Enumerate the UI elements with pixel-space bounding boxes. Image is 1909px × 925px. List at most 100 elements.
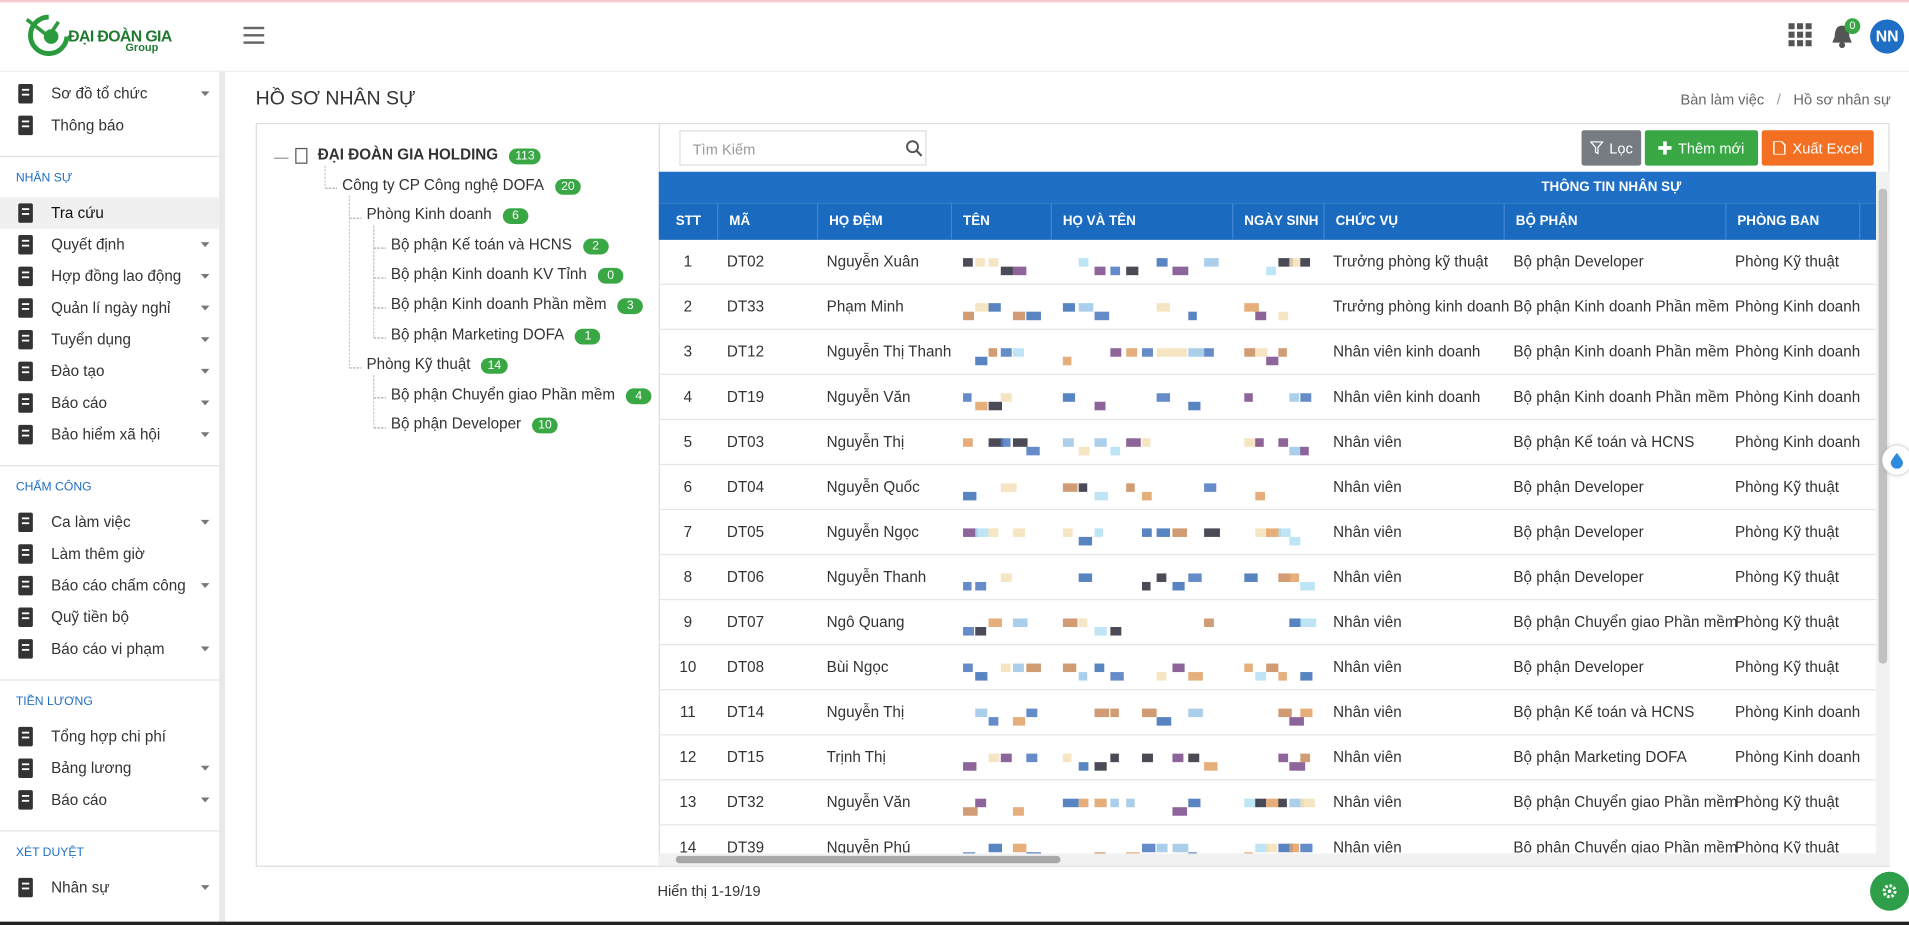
menu-icon (18, 758, 33, 778)
toolbar-button[interactable]: Thêm mới (1644, 130, 1759, 166)
table-row[interactable]: 11 DT14 Nguyễn Thị Nhân viên Bộ phận Kế toán… (658, 690, 1877, 736)
tree-node[interactable]: Bộ phận Kinh doanh Phần mềm 3 (391, 296, 644, 315)
menu-item[interactable]: Nhân sự (0, 872, 219, 904)
cell: DT05 (726, 523, 765, 541)
redacted-pixel (1062, 798, 1079, 808)
tree-node[interactable]: Bộ phận Developer 10 (391, 416, 558, 434)
table-row[interactable]: 4 DT19 Nguyễn Văn Nhân viên kinh doanh Bộ ph… (658, 375, 1877, 421)
menu-item[interactable]: Quyết định (0, 229, 219, 261)
menu-item[interactable]: Báo cáo chấm công (0, 570, 219, 602)
menu-item[interactable]: Làm thêm giờ (0, 538, 219, 570)
search-box[interactable]: Tìm Kiếm (679, 130, 927, 166)
menu-icon (18, 877, 33, 898)
redacted-pixel (1025, 753, 1038, 763)
table-row[interactable]: 5 DT03 Nguyễn Thị Nhân viên Bộ phận Kế toán … (658, 420, 1877, 466)
submenu-caret (200, 305, 210, 311)
column-header[interactable]: STT (675, 214, 702, 229)
column-header[interactable]: HỌ VÀ TÊN (1062, 214, 1136, 229)
redacted-pixel (1000, 663, 1011, 673)
avatar[interactable]: NN (1870, 19, 1905, 54)
tree-node[interactable]: Công ty CP Công nghệ DOFA 20 (342, 176, 581, 195)
table-row[interactable]: 9 DT07 Ngô Quang Nhân viên Bộ phận Chuyển gi… (658, 600, 1877, 646)
redacted-pixel (1013, 311, 1025, 321)
menu-item[interactable]: Quỹ tiền bộ (0, 601, 219, 633)
h-scroll-thumb[interactable] (675, 855, 1061, 864)
menu-toggle[interactable] (243, 26, 266, 45)
menu-item[interactable]: Báo cáo (0, 784, 219, 816)
redacted-pixel (975, 672, 988, 681)
menu-item[interactable]: Báo cáo (0, 387, 219, 419)
tree-node[interactable]: ĐẠI ĐOÀN GIA HOLDING 113 (318, 146, 541, 165)
table-row[interactable]: 8 DT06 Nguyễn Thanh Nhân viên Bộ phận Develo… (658, 555, 1877, 601)
redacted-pixel (1157, 528, 1170, 537)
submenu-caret (200, 765, 210, 771)
menu-item[interactable]: Sơ đồ tổ chức (0, 78, 219, 110)
table-row[interactable]: 2 DT33 Phạm Minh Trưởng phòng kinh doanh Bộ … (658, 285, 1877, 330)
redacted-pixel (1300, 672, 1313, 681)
table-row[interactable]: 10 DT08 Bùi Ngọc Nhân viên Bộ phận Developer… (658, 645, 1877, 691)
column-header[interactable]: HỌ ĐỆM (829, 214, 883, 229)
column-header[interactable]: TÊN (963, 214, 990, 229)
column-header[interactable]: PHÒNG BAN (1737, 214, 1820, 229)
column-header[interactable]: MÃ (729, 214, 751, 229)
column-header[interactable]: NGÀY SINH (1244, 214, 1319, 229)
menu-item[interactable]: Hợp đồng lao động (0, 261, 219, 293)
pagination-info: Hiển thị 1-19/19 (657, 882, 761, 900)
redacted-pixel (1266, 843, 1278, 853)
floating-helper[interactable] (1882, 445, 1909, 475)
cell: Bộ phận Developer (1513, 658, 1644, 676)
tree-node[interactable]: Bộ phận Kinh doanh KV Tỉnh 0 (391, 266, 624, 285)
cell: 12 (679, 748, 697, 766)
tree-node[interactable]: Phòng Kỹ thuật 14 (366, 356, 508, 375)
redacted-pixel (1288, 536, 1301, 546)
breadcrumb-current: Hồ sơ nhân sự (1793, 91, 1891, 109)
toolbar-button[interactable]: Lọc (1581, 130, 1642, 166)
table-row[interactable]: 12 DT15 Trịnh Thị Nhân viên Bộ phận Marketin… (658, 735, 1877, 781)
tree-node[interactable]: Phòng Kinh doanh 6 (366, 206, 529, 225)
breadcrumb-link[interactable]: Bàn làm việc (1680, 91, 1765, 109)
redacted-pixel (1277, 708, 1292, 718)
table-row[interactable]: 1 DT02 Nguyễn Xuân Trưởng phòng kỹ thuật Bộ … (658, 240, 1877, 285)
section-title: XÉT DUYỆT (15, 846, 84, 860)
table-row[interactable]: 14 DT39 Nguyễn Phú Nhân viên Bộ phận Chuyển … (659, 825, 1877, 854)
redacted-pixel (1094, 798, 1107, 808)
menu-item[interactable]: Tra cứu (0, 197, 220, 229)
v-scroll-thumb[interactable] (1878, 188, 1888, 664)
table-row[interactable]: 7 DT05 Nguyễn Ngọc Nhân viên Bộ phận Develop… (658, 510, 1877, 556)
table-row[interactable]: 13 DT32 Nguyễn Văn Nhân viên Bộ phận Chuyển … (658, 780, 1877, 826)
column-header[interactable]: CHỨC VỤ (1335, 214, 1399, 229)
menu-item[interactable]: Thông báo (0, 110, 219, 142)
apps-icon[interactable] (1788, 23, 1816, 50)
settings-button[interactable] (1870, 871, 1909, 911)
menu-item[interactable]: Bảng lương (0, 752, 219, 784)
menu-label: Tổng hợp chi phí (51, 728, 167, 746)
menu-item[interactable]: Báo cáo vi phạm (0, 633, 219, 665)
menu-item[interactable]: Tổng hợp chi phí (0, 721, 219, 753)
redacted-pixel (975, 627, 987, 636)
cell: Nhân viên (1333, 433, 1402, 451)
table-row[interactable]: 3 DT12 Nguyễn Thị Thanh Nhân viên kinh doan… (658, 330, 1877, 375)
redacted-pixel (1094, 663, 1105, 673)
tree-node[interactable]: Bộ phận Marketing DOFA 1 (391, 326, 601, 345)
tree-node[interactable]: Bộ phận Chuyển giao Phần mềm 4 (391, 386, 652, 404)
redacted-pixel (1078, 573, 1092, 582)
gear-icon (1882, 884, 1897, 899)
menu-icon (18, 361, 33, 382)
column-header[interactable]: BỘ PHẬN (1515, 214, 1578, 229)
redacted-pixel (1188, 348, 1205, 357)
menu-item[interactable]: Ca làm việc (0, 506, 219, 538)
cell: 14 (679, 838, 697, 854)
toolbar-button[interactable]: Xuất Excel (1761, 130, 1874, 166)
menu-item[interactable]: Tuyển dụng (0, 324, 219, 356)
table-row[interactable]: 6 DT04 Nguyễn Quốc Nhân viên Bộ phận Develop… (658, 465, 1877, 511)
menu-item[interactable]: Đào tạo (0, 356, 219, 388)
menu-item[interactable]: Quản lí ngày nghỉ (0, 292, 219, 324)
redacted-pixel (1000, 753, 1012, 763)
redacted-pixel (1172, 581, 1185, 591)
redacted-pixel (1277, 672, 1288, 681)
tree-node[interactable]: Bộ phận Kế toán và HCNS 2 (391, 236, 609, 255)
redacted-pixel (1300, 446, 1309, 456)
menu-item[interactable]: Bảo hiểm xã hội (0, 419, 219, 451)
cell: Bộ phận Kinh doanh Phần mềm (1513, 388, 1730, 406)
